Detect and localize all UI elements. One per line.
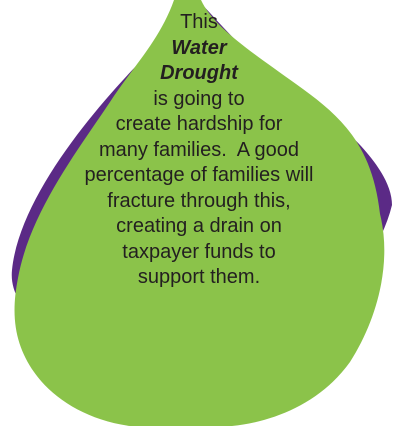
message-line-1: This bbox=[180, 11, 218, 33]
message-line-3-drought: Drought bbox=[160, 62, 238, 84]
message-line-4: is going to bbox=[153, 87, 245, 110]
message-line-5: create hardship for bbox=[115, 113, 283, 135]
drop-message: This Water Drought is going to create ha… bbox=[0, 10, 398, 291]
message-line-11: support them. bbox=[137, 266, 261, 288]
drop-main-shape bbox=[14, 0, 385, 426]
message-line-7: percentage of families will bbox=[84, 164, 314, 186]
message-line-10: taxpayer funds to bbox=[122, 240, 276, 263]
message-line-2-water: Water bbox=[171, 36, 227, 59]
message-line-8: fracture through this, bbox=[107, 189, 291, 212]
message-line-6: many families. A good bbox=[98, 138, 300, 161]
message-line-9: creating a drain on bbox=[116, 215, 282, 237]
